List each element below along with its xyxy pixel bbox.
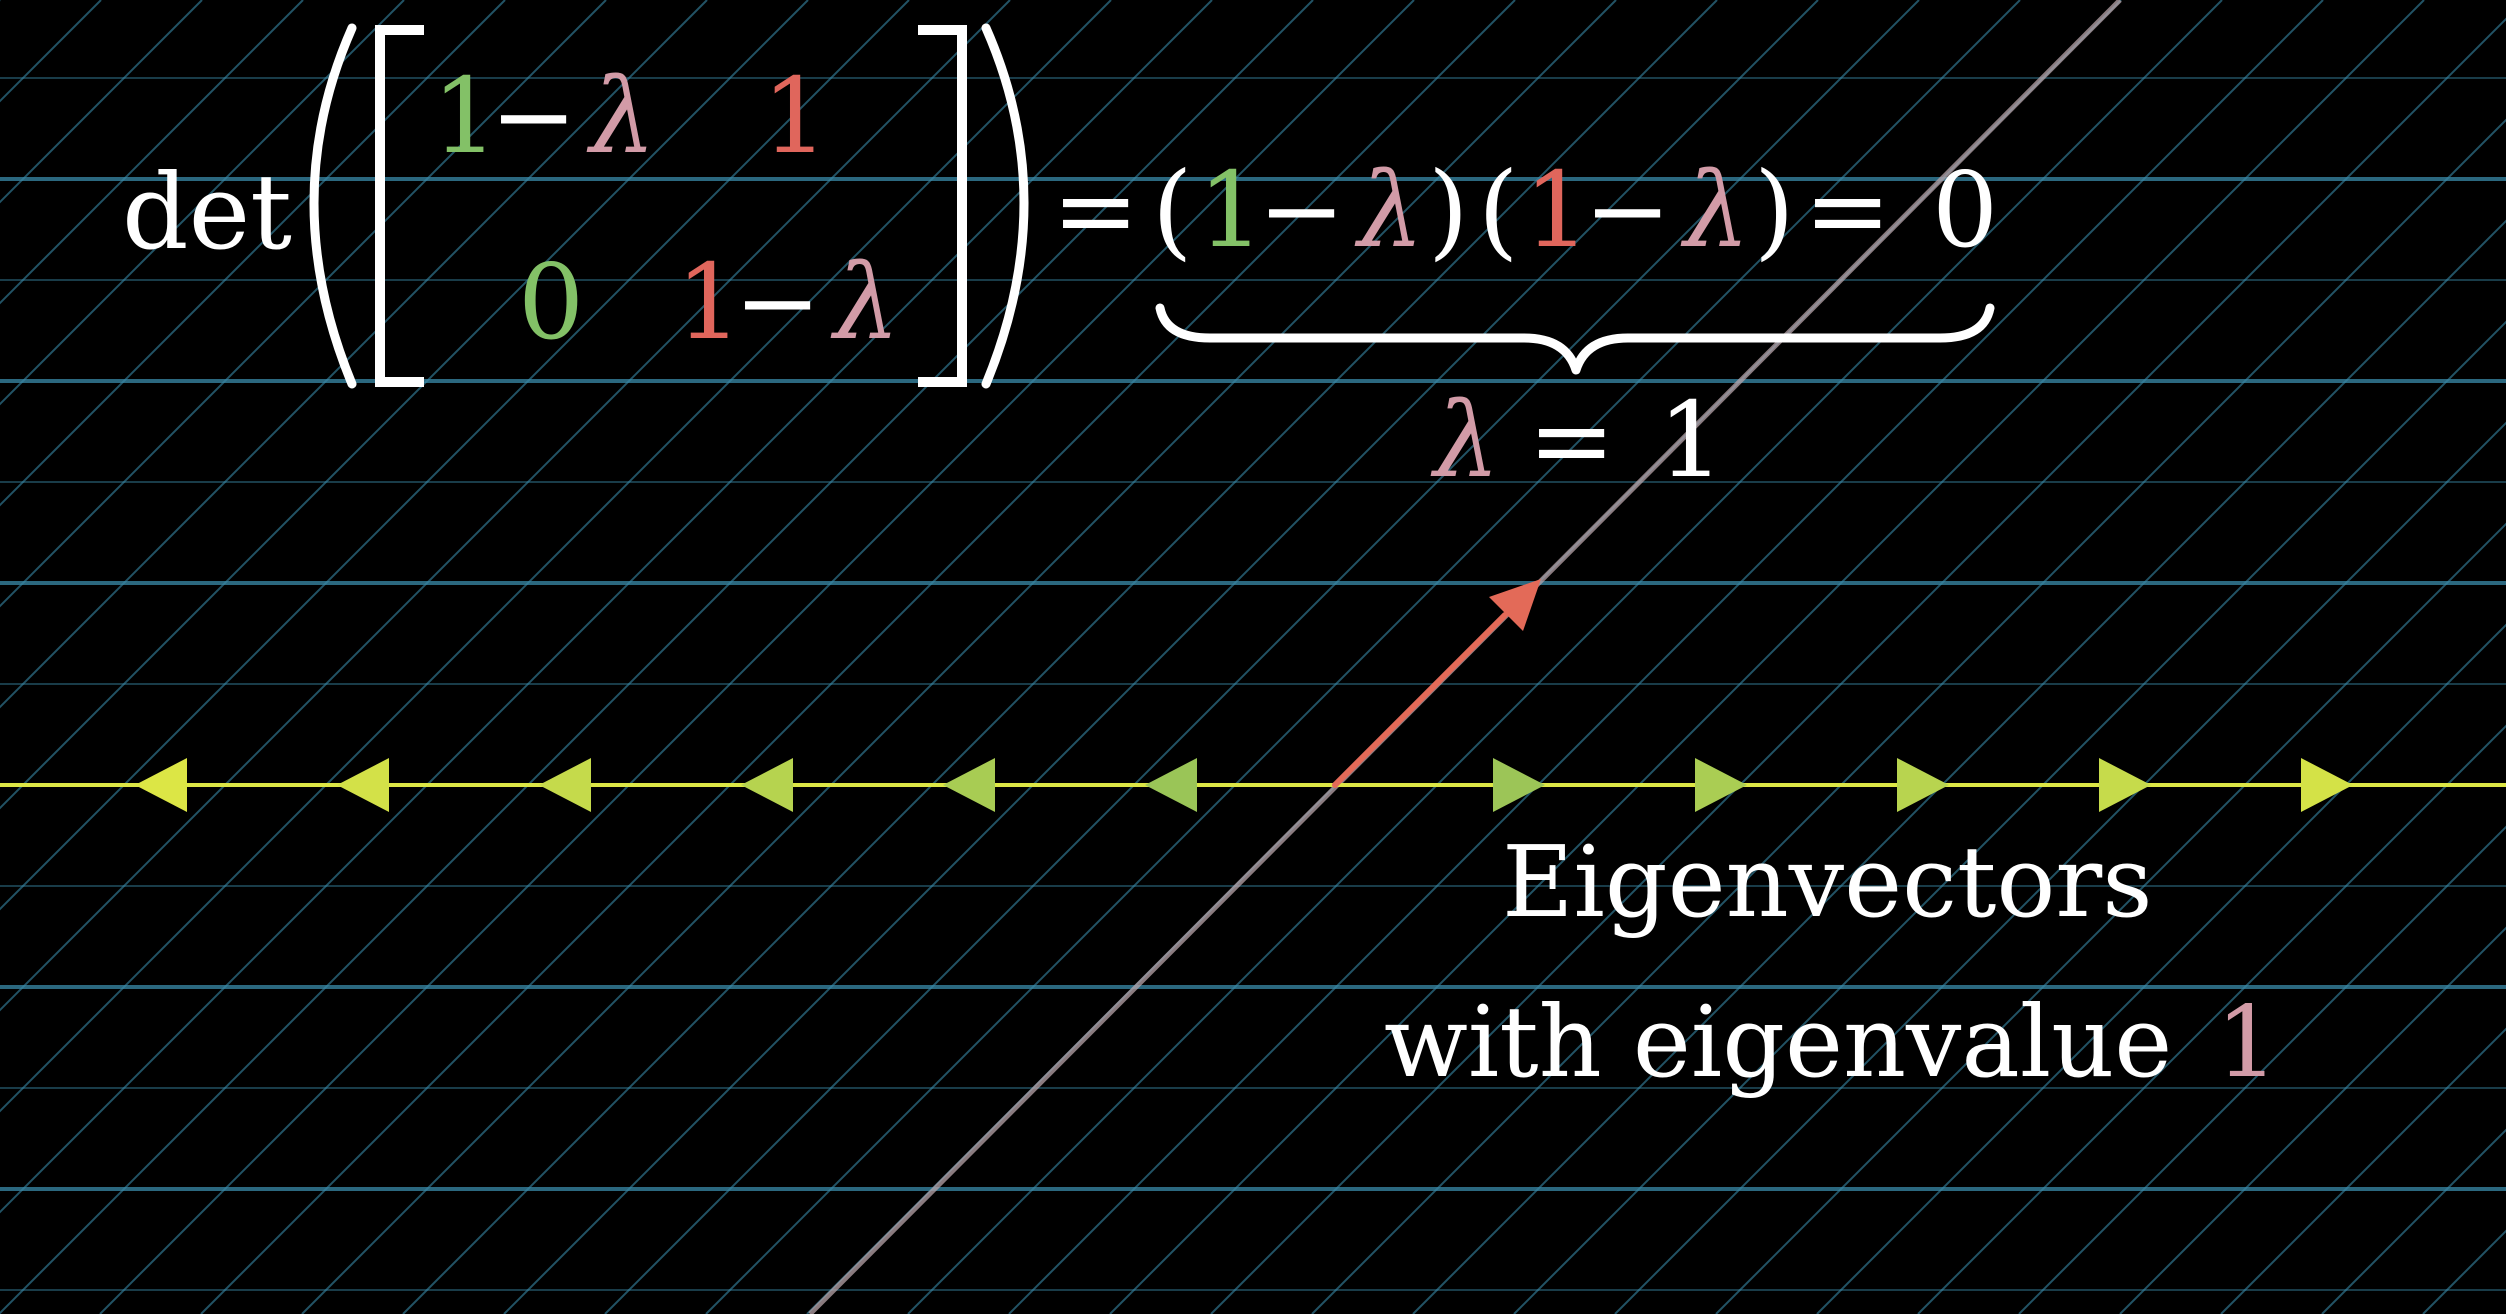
svg-text:1: 1 — [1524, 149, 1590, 271]
svg-text:1: 1 — [1198, 149, 1264, 271]
axis-arrow-left — [1145, 758, 1197, 812]
grid-horizontal-lines — [0, 77, 2506, 1291]
grid-line-diagonal — [402, 0, 1718, 1314]
vector-arrow — [1332, 579, 1541, 788]
matrix-entry-a12: 1 — [762, 55, 828, 177]
factor-1: ( 1 − λ ) — [1152, 149, 1469, 271]
svg-text:): ) — [1754, 149, 1795, 271]
grid-line-diagonal — [0, 0, 1011, 1012]
eigenvalue-solution: λ = 1 — [1430, 379, 1724, 501]
grid-line-diagonal — [2220, 1027, 2506, 1314]
svg-text:): ) — [1428, 149, 1469, 271]
grid-line-diagonal — [2119, 926, 2506, 1314]
svg-text:λ: λ — [830, 241, 900, 363]
svg-text:−: − — [1584, 149, 1671, 271]
grid-line-diagonal — [604, 0, 1920, 1314]
equals-sign-2: = — [1804, 149, 1891, 271]
grid-line-diagonal — [1008, 0, 2324, 1314]
grid-line-diagonal — [1210, 17, 2506, 1314]
grid-line-diagonal — [0, 0, 1112, 1113]
grid-line-diagonal — [301, 0, 1617, 1314]
det-label: det — [122, 151, 292, 273]
factor-2: ( 1 − λ ) — [1478, 149, 1795, 271]
axis-arrow-left — [135, 758, 187, 812]
axis-arrow-right — [2301, 758, 2353, 812]
svg-text:(: ( — [1152, 149, 1193, 271]
axis-arrow-right — [2099, 758, 2151, 812]
grid-line-diagonal — [503, 0, 1819, 1314]
axis-arrow-left — [539, 758, 591, 812]
grid-line-diagonal — [0, 0, 910, 911]
grid-line-diagonal — [0, 0, 708, 709]
grid-line-diagonal — [1311, 118, 2506, 1314]
svg-text:λ: λ — [1680, 149, 1750, 271]
svg-text:1: 1 — [432, 55, 498, 177]
axis-arrow-left — [337, 758, 389, 812]
underbrace — [1155, 303, 1995, 375]
grid-line-diagonal — [1816, 623, 2506, 1314]
equals-sign-1: = — [1052, 149, 1139, 271]
grid-line-diagonal — [1109, 0, 2425, 1314]
grid-line-diagonal — [1715, 522, 2506, 1314]
axis-arrows — [135, 758, 2353, 812]
solution-equals: = — [1528, 379, 1615, 501]
caption-line-2: with eigenvalue — [1384, 986, 2172, 1100]
svg-text:λ: λ — [1354, 149, 1424, 271]
svg-text:−: − — [1258, 149, 1345, 271]
grid-line-diagonal — [1513, 320, 2506, 1314]
svg-text:−: − — [490, 55, 577, 177]
solution-value: 1 — [1658, 379, 1724, 501]
caption-eigenvalue: 1 — [2216, 986, 2278, 1100]
axis-arrow-left — [943, 758, 995, 812]
grid-line-diagonal — [0, 0, 304, 305]
svg-text:λ: λ — [586, 55, 656, 177]
grid-line-diagonal — [0, 0, 809, 810]
grid-line-diagonal — [1614, 421, 2506, 1314]
svg-text:(: ( — [1478, 149, 1519, 271]
right-paren — [981, 23, 1029, 389]
grid-line-diagonal — [1917, 724, 2506, 1314]
right-bracket — [918, 25, 967, 387]
determinant-equation: det 1 − λ 1 0 1 − λ = ( 1 − λ ) ( 1 − — [122, 23, 1998, 389]
solution-lambda: λ — [1430, 379, 1500, 501]
grid-line-diagonal — [0, 0, 1213, 1214]
caption-line-1: Eigenvectors — [1502, 826, 2153, 940]
axis-arrow-right — [1695, 758, 1747, 812]
grid-line-diagonal — [1412, 219, 2506, 1314]
left-bracket — [375, 25, 424, 387]
grid-line-diagonal — [0, 0, 506, 507]
left-paren — [309, 23, 357, 389]
axis-arrow-left — [741, 758, 793, 812]
matrix-entry-a21: 0 — [518, 241, 584, 363]
grid-line-diagonal — [99, 0, 1415, 1314]
caption: Eigenvectors with eigenvalue 1 — [1384, 826, 2278, 1100]
grid-line-diagonal — [0, 0, 405, 406]
matrix-entry-a11: 1 − λ — [432, 55, 656, 177]
grid-line-diagonal — [0, 0, 607, 608]
svg-text:−: − — [734, 241, 821, 363]
grid-line-diagonal — [200, 0, 1516, 1314]
svg-text:1: 1 — [676, 241, 742, 363]
axis-arrow-right — [1493, 758, 1545, 812]
grid-line-diagonal — [2018, 825, 2506, 1314]
grid-line-diagonal — [907, 0, 2223, 1314]
zero-value: 0 — [1932, 149, 1998, 271]
axis-arrow-right — [1897, 758, 1949, 812]
matrix-entry-a22: 1 − λ — [676, 241, 900, 363]
grid-line-diagonal — [0, 0, 1314, 1314]
grid-line-diagonal — [705, 0, 2021, 1314]
